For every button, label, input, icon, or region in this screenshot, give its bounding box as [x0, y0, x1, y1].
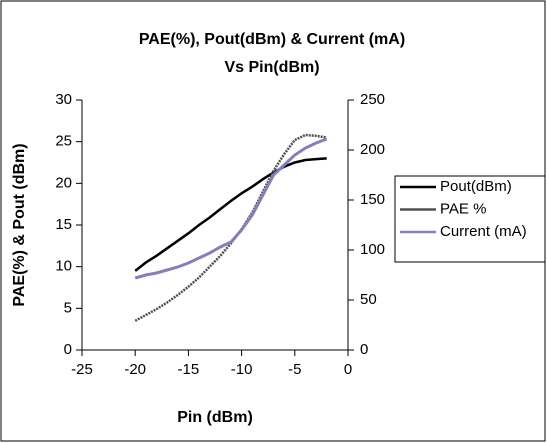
- y-tick-label: 15: [55, 216, 72, 233]
- chart-title: PAE(%), Pout(dBm) & Current (mA): [139, 31, 405, 48]
- y-axis-label: PAE(%) & Pout (dBm): [11, 143, 28, 306]
- y-tick-label: 5: [64, 299, 72, 316]
- y-tick-label: 20: [55, 174, 72, 191]
- legend-label: Current (mA): [440, 223, 527, 240]
- x-tick-label: 0: [344, 361, 352, 378]
- x-tick-label: -15: [178, 361, 200, 378]
- y-tick-label: 25: [55, 133, 72, 150]
- y-tick-label: 0: [64, 341, 72, 358]
- legend-label: PAE %: [440, 200, 486, 217]
- series-line: [134, 137, 328, 280]
- y2-tick-label: 0: [360, 341, 368, 358]
- y2-tick-label: 50: [360, 291, 377, 308]
- x-axis-label: Pin (dBm): [177, 409, 253, 426]
- x-tick-label: -20: [124, 361, 146, 378]
- legend: [394, 175, 546, 263]
- series-line: [134, 157, 327, 272]
- y2-tick-label: 250: [360, 91, 385, 108]
- x-tick-label: -5: [288, 361, 301, 378]
- y2-tick-label: 200: [360, 141, 385, 158]
- y-tick-label: 30: [55, 91, 72, 108]
- y2-tick-label: 100: [360, 241, 385, 258]
- legend-label: Pout(dBm): [440, 178, 512, 195]
- x-tick-label: -10: [231, 361, 253, 378]
- chart-title: Vs Pin(dBm): [224, 59, 319, 76]
- y2-tick-label: 150: [360, 191, 385, 208]
- x-tick-label: -25: [71, 361, 93, 378]
- y-tick-label: 10: [55, 258, 72, 275]
